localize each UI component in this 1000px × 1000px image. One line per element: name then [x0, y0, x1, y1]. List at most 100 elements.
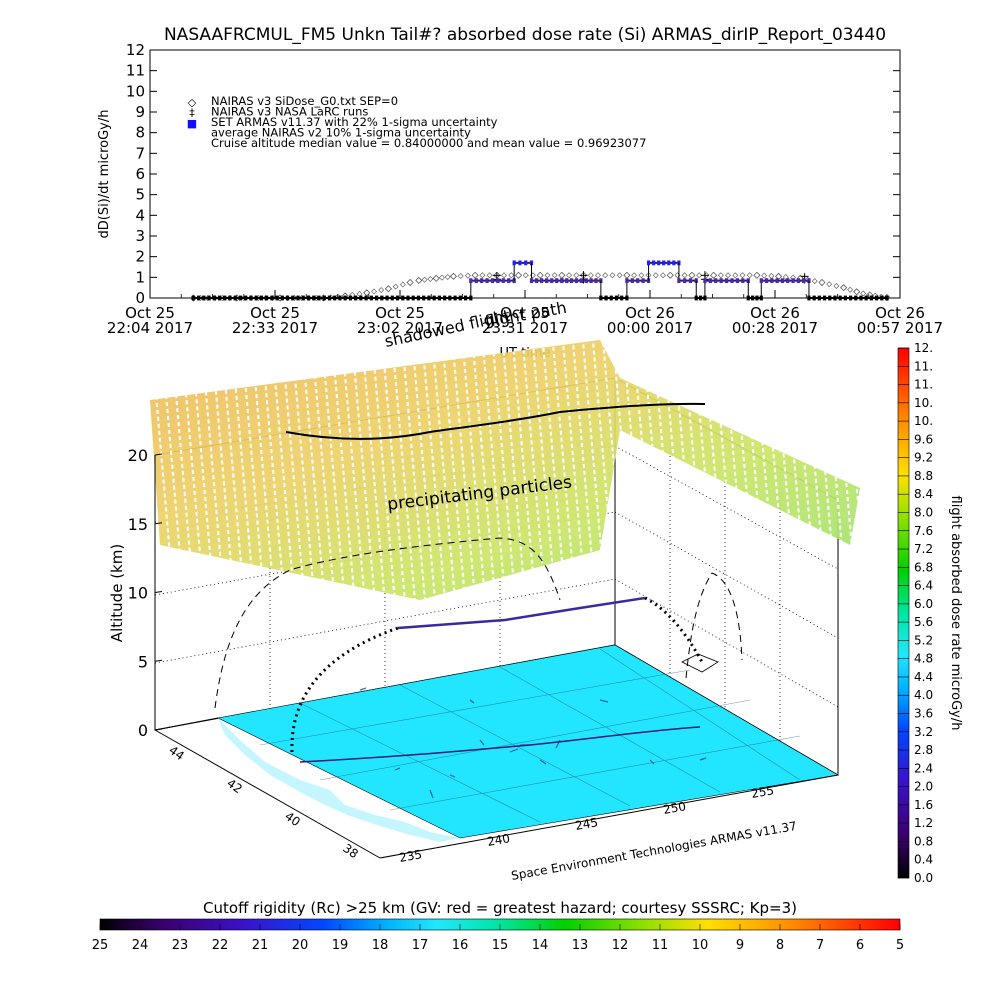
altitude-tick-label: 20	[128, 446, 148, 465]
armas-point	[775, 278, 779, 284]
nairas-diamond-point	[558, 271, 566, 279]
nairas-diamond-point	[427, 276, 434, 283]
rigidity-colorbar-tick-label: 6	[856, 938, 864, 953]
nairas-diamond-point	[378, 287, 385, 294]
armas-point	[540, 278, 544, 284]
dose-colorbar-tick-label: 10.	[914, 396, 933, 410]
nairas-diamond-point	[544, 272, 551, 279]
nairas-diamond-point	[566, 272, 573, 279]
nairas-diamond-point	[638, 272, 645, 279]
nairas-diamond-point	[384, 285, 393, 293]
armas-point	[385, 295, 389, 301]
top-x-tick-date: Oct 25	[250, 304, 300, 322]
dose-colorbar-tick-label: 3.6	[914, 707, 933, 721]
armas-point	[641, 278, 645, 284]
armas-point	[463, 295, 468, 301]
nairas-diamond-point	[725, 272, 732, 279]
armas-point	[584, 278, 588, 284]
nairas-diamond-point	[739, 272, 746, 279]
cutoff-rigidity-label: Cutoff rigidity (Rc) >25 km (GV: red = g…	[203, 899, 797, 917]
rigidity-colorbar-tick-label: 16	[452, 938, 469, 953]
top-y-axis-label: dD(Si)/dt microGy/h	[97, 110, 112, 239]
nairas-diamond-point	[652, 272, 659, 279]
armas-point	[496, 278, 500, 284]
armas-point	[364, 295, 368, 301]
top-y-tick-label: 7	[135, 144, 145, 162]
flight-ground-track	[299, 726, 701, 763]
armas-point	[880, 295, 884, 301]
armas-point	[338, 295, 342, 301]
rigidity-colorbar-tick-label: 14	[532, 938, 549, 953]
nairas-diamond-point	[438, 274, 445, 281]
nairas-diamond-point	[609, 272, 616, 279]
top-y-tick-label: 3	[135, 227, 145, 245]
altitude-tick	[154, 453, 163, 456]
armas-point	[191, 295, 195, 301]
armas-point	[254, 295, 258, 301]
armas-point	[838, 295, 842, 301]
altitude-axis-label: Altitude (km)	[108, 544, 126, 642]
armas-point	[212, 295, 216, 301]
armas-point	[796, 278, 800, 284]
nairas-diamond-point	[573, 272, 580, 279]
armas-point	[217, 295, 222, 301]
armas-point	[724, 278, 729, 284]
top-x-tick-time: 23:02 2017	[357, 319, 443, 337]
particle-lower-texture	[150, 340, 860, 600]
nairas-diamond-point	[421, 276, 428, 283]
nairas-diamond-point	[782, 273, 789, 280]
rigidity-colorbar-tick-label: 12	[612, 938, 629, 953]
rigidity-colorbar-tick-label: 20	[292, 938, 309, 953]
armas-point	[312, 295, 316, 301]
top-y-tick-label: 4	[135, 206, 145, 224]
nairas-diamond-point	[666, 271, 674, 279]
dose-colorbar-tick-label: 6.0	[914, 597, 933, 611]
armas-point	[443, 295, 447, 301]
armas-point	[807, 295, 811, 301]
dose-colorbar-tick-label: 6.4	[914, 579, 933, 593]
armas-point	[579, 278, 583, 284]
flight-path-descent	[644, 596, 704, 663]
armas-point	[833, 295, 837, 301]
armas-point	[688, 278, 693, 284]
altitude-tick	[154, 522, 163, 525]
legend-symbol: ‡	[189, 107, 195, 120]
rigidity-colorbar-tick-label: 8	[776, 938, 784, 953]
armas-point	[822, 295, 827, 301]
top-y-tick-label: 10	[126, 82, 145, 100]
top-x-tick-time: 00:00 2017	[607, 319, 693, 337]
cutoff-rigidity-colorbar: Cutoff rigidity (Rc) >25 km (GV: red = g…	[92, 899, 904, 953]
armas-point	[652, 260, 656, 266]
dose-rate-colorbar-label: flight absorbed dose rate microGy/h	[948, 496, 963, 731]
top-x-tick-time: 00:28 2017	[732, 319, 818, 337]
armas-point	[599, 278, 603, 284]
dose-colorbar-tick-label: 2.8	[914, 743, 933, 757]
armas-point	[474, 278, 478, 284]
longitude-tick-label: 240	[486, 831, 511, 849]
armas-point	[859, 295, 863, 301]
nairas-diamond-point	[602, 272, 609, 279]
armas-point	[719, 278, 723, 284]
nairas-diamond-point	[645, 272, 652, 279]
armas-point	[534, 278, 539, 284]
nairas-diamond-point	[818, 278, 826, 287]
armas-point	[746, 295, 750, 301]
armas-point	[501, 278, 505, 284]
footer-credit: Space Environment Technologies ARMAS v11…	[510, 819, 798, 883]
dose-rate-colorbar: 0.0 0.4 0.8 1.2 1.6 2.0 2.4 2.8 3.2 3.6 4.0 4.4 4.8 5…	[897, 341, 963, 885]
nairas-diamond-point	[415, 276, 423, 284]
altitude-tick	[154, 659, 163, 662]
legend-entry: Cruise altitude median value = 0.8400000…	[211, 136, 646, 150]
armas-point	[401, 295, 405, 301]
armas-point	[507, 278, 511, 284]
rigidity-colorbar-tick-label: 13	[572, 938, 589, 953]
longitude-tick-label: 245	[574, 815, 599, 833]
armas-point	[238, 295, 243, 301]
flight-path-climb	[290, 626, 399, 753]
nairas-diamond-point	[587, 272, 594, 279]
cutoff-rigidity-colorbar-ticks: 25 24 23 22 21 20 19 18 17 16 15 14 13 12 11 10 9 8 7 6 5	[92, 924, 904, 953]
nairas-diamond-point	[551, 272, 558, 279]
armas-point	[369, 295, 373, 301]
